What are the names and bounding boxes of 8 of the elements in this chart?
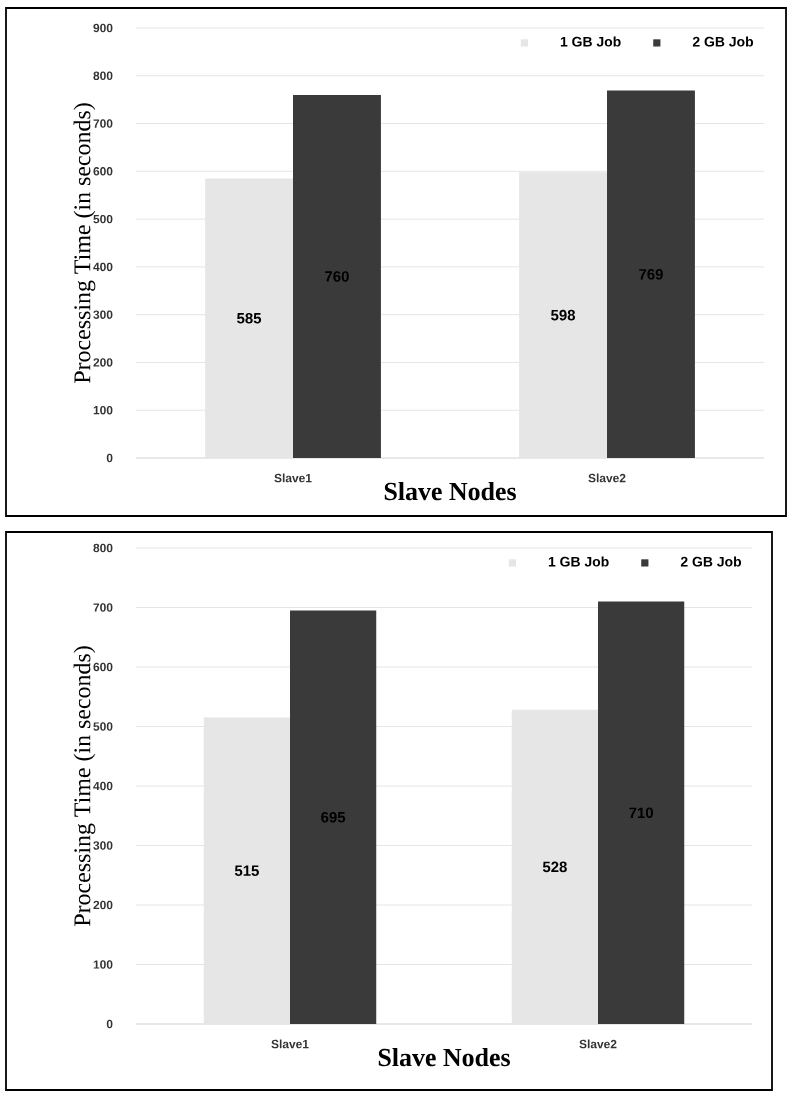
bar: [290, 610, 377, 1024]
bar: [293, 94, 381, 458]
x-axis-title: Slave Nodes: [378, 1048, 510, 1067]
x-axis-title: Slave Nodes: [384, 482, 516, 501]
bar: [598, 601, 685, 1024]
y-axis-title: Processing Time (in seconds): [73, 646, 96, 926]
y-axis-title: Processing Time (in seconds): [73, 103, 96, 383]
bar: [607, 90, 695, 458]
